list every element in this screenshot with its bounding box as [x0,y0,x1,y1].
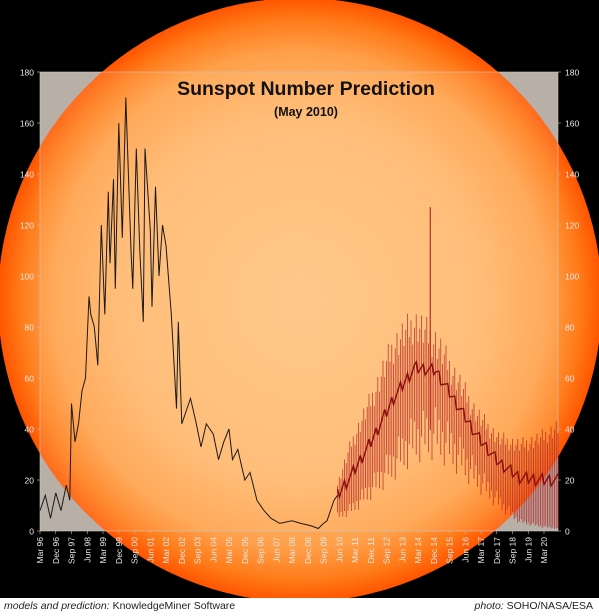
y-tick-label-left: 0 [29,527,34,537]
y-tick-label-right: 100 [565,272,579,282]
x-tick-label: Dec 17 [492,537,502,564]
x-tick-label: Jun 98 [82,537,92,563]
y-tick-label-left: 40 [25,425,35,435]
x-tick-label: Sep 06 [256,537,266,564]
y-tick-label-right: 160 [565,119,579,129]
series-lines [39,97,559,530]
x-tick-label: Sep 12 [382,537,392,564]
x-tick-label: Sep 97 [67,537,77,564]
x-tick-label: Jun 16 [460,537,470,563]
y-tick-label-right: 0 [565,527,570,537]
y-tick-label-right: 60 [565,374,575,384]
y-tick-label-right: 140 [565,170,579,180]
y-tick-label-right: 120 [565,221,579,231]
credit-photo: photo: SOHO/NASA/ESA [475,598,593,614]
y-tick-label-left: 100 [20,272,34,282]
credit-photo-label: photo: [474,600,504,612]
x-tick-label: Dec 99 [114,537,124,564]
credit-photo-value: SOHO/NASA/ESA [506,600,593,612]
x-tick-label: Dec 96 [51,537,61,564]
sunspot-chart: 0 20 40 60 80 100 120 140 160 180 0 20 40 60 80 100 120… [0,0,599,598]
x-tick-label: Mar 08 [287,537,297,564]
x-tick-label: Jun 19 [523,537,533,563]
x-tick-label: Dec 02 [177,537,187,564]
x-tick-label: Dec 14 [429,537,439,564]
credit-models: models and prediction: KnowledgeMiner So… [4,598,235,614]
credit-models-label: models and prediction: [4,600,110,612]
y-tick-label-left: 140 [20,170,34,180]
y-tick-label-left: 60 [25,374,35,384]
x-tick-label: Mar 02 [161,537,171,564]
prediction-center-line [336,359,559,501]
y-tick-label-right: 40 [565,425,575,435]
y-tick-label-left: 120 [20,221,34,231]
x-tick-label: Sep 09 [319,537,329,564]
x-tick-label: Mar 20 [539,537,549,564]
y-tick-label-left: 160 [20,119,34,129]
x-tick-label: Jun 04 [208,537,218,563]
x-tick-label: Dec 08 [303,537,313,564]
x-tick-label: Mar 11 [350,537,360,563]
x-tick-label: Jun 01 [145,537,155,563]
x-tick-label: Mar 99 [98,537,108,564]
y-tick-label-left: 180 [20,68,34,78]
plot-area-overlay [40,72,558,531]
x-tick-label: Mar 96 [35,537,45,564]
y-tick-label-right: 180 [565,68,579,78]
x-tick-label: Sep 15 [445,537,455,564]
x-tick-label: Jun 07 [271,537,281,563]
x-tick-label: Sep 03 [193,537,203,564]
credit-models-value: KnowledgeMiner Software [112,600,236,612]
y-axis-right: 0 20 40 60 80 100 120 140 160 180 [558,68,579,537]
y-tick-label-left: 80 [25,323,35,333]
x-axis: Mar 96 Dec 96 Sep 97 Jun 98 Mar 99 Dec 99 Sep … [35,531,549,564]
y-tick-label-right: 20 [565,476,575,486]
x-tick-label: Jun 13 [397,537,407,563]
chart-subtitle: (May 2010) [274,105,338,119]
y-tick-label-left: 20 [25,476,35,486]
chart-frame: 0 20 40 60 80 100 120 140 160 180 0 20 40 60 80 100 120… [0,0,599,598]
x-tick-label: Sep 18 [508,537,518,564]
y-tick-label-right: 80 [565,323,575,333]
prediction-band [337,207,559,529]
x-tick-label: Sep 00 [130,537,140,564]
y-axis-left: 0 20 40 60 80 100 120 140 160 180 [20,68,40,537]
x-tick-label: Jun 10 [334,537,344,563]
x-tick-label: Mar 17 [476,537,486,564]
x-tick-label: Mar 14 [413,537,423,564]
x-tick-label: Dec 11 [366,537,376,564]
x-tick-label: Dec 05 [240,537,250,564]
observed-line [39,97,338,530]
chart-title: Sunspot Number Prediction [177,78,435,100]
plot-area-border [39,71,559,532]
x-tick-label: Mar 05 [224,537,234,564]
